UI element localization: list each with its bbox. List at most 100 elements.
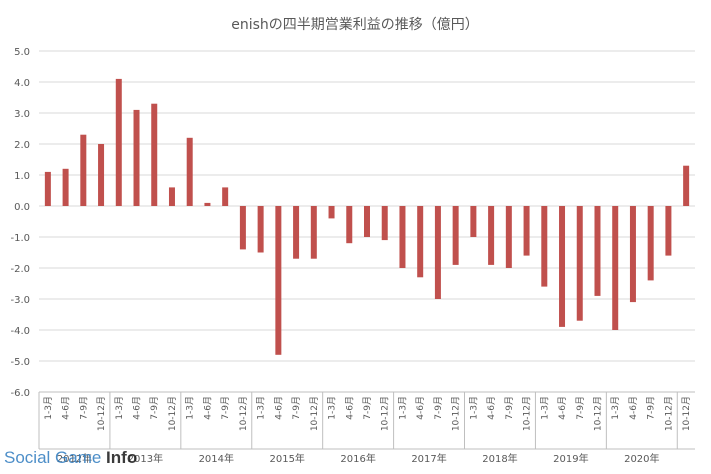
y-tick-label: 2.0 <box>14 140 30 151</box>
quarter-label: 10-12月 <box>309 396 320 431</box>
bar <box>612 206 619 330</box>
y-tick-label: 5.0 <box>14 47 30 58</box>
quarter-label: 10-12月 <box>167 396 178 431</box>
quarter-label: 10-12月 <box>663 396 674 431</box>
bar <box>541 206 548 287</box>
quarter-label: 10-12月 <box>451 396 462 431</box>
quarter-label: 1-3月 <box>397 396 408 420</box>
bar <box>452 206 459 265</box>
quarter-label: 4-6月 <box>557 396 568 420</box>
quarter-label: 4-6月 <box>486 396 497 420</box>
y-axis-tick-labels: -6.0 -5.0 -4.0 -3.0 -2.0 -1.0 0.0 1.0 2.0 3.0 4.0 5… <box>10 47 30 399</box>
bar <box>399 206 406 268</box>
quarter-label: 1-3月 <box>539 396 550 420</box>
quarter-label: 7-9月 <box>646 396 657 420</box>
quarter-label: 7-9月 <box>220 396 231 420</box>
quarter-label: 1-3月 <box>256 396 267 420</box>
bar <box>523 206 530 256</box>
bar <box>62 168 69 206</box>
quarter-label: 4-6月 <box>628 396 639 420</box>
bar <box>328 206 335 219</box>
y-tick-label: 4.0 <box>14 78 30 89</box>
quarter-label: 7-9月 <box>504 396 515 420</box>
bar <box>44 171 51 206</box>
bar <box>647 206 654 281</box>
bar <box>168 187 175 206</box>
bar <box>98 144 105 206</box>
bar <box>683 165 690 206</box>
quarter-label: 7-9月 <box>362 396 373 420</box>
bar <box>222 187 229 206</box>
quarter-label: 4-6月 <box>132 396 143 420</box>
quarter-label: 4-6月 <box>344 396 355 420</box>
quarter-label: 4-6月 <box>61 396 72 420</box>
quarter-label: 4-6月 <box>415 396 426 420</box>
year-label: 2013年 <box>128 452 163 465</box>
quarter-label: 7-9月 <box>575 396 586 420</box>
year-label: 2016年 <box>340 452 375 465</box>
quarter-label: 10-12月 <box>238 396 249 431</box>
quarter-label: 7-9月 <box>433 396 444 420</box>
quarter-label: 10-12月 <box>592 396 603 431</box>
bar <box>505 206 512 268</box>
year-label: 2012年 <box>57 452 92 465</box>
year-label: 2014年 <box>199 452 234 465</box>
bar <box>629 206 636 303</box>
quarter-label: 1-3月 <box>327 396 338 420</box>
bar <box>488 206 495 265</box>
bar <box>239 206 246 250</box>
quarter-label: 1-3月 <box>185 396 196 420</box>
quarter-label: 4-6月 <box>202 396 213 420</box>
y-tick-label: 3.0 <box>14 109 30 120</box>
year-label: 2017年 <box>411 452 446 465</box>
chart-title: enishの四半期営業利益の推移（億円） <box>231 17 479 33</box>
y-tick-label: -2.0 <box>10 264 30 275</box>
quarter-label: 10-12月 <box>380 396 391 431</box>
quarter-label: 10-12月 <box>96 396 107 431</box>
quarter-label: 1-3月 <box>43 396 54 420</box>
y-tick-label: -6.0 <box>10 388 30 399</box>
bar <box>381 206 388 241</box>
quarter-label: 7-9月 <box>291 396 302 420</box>
year-label: 2020年 <box>624 452 659 465</box>
bar <box>310 206 317 259</box>
quarter-label: 1-3月 <box>610 396 621 420</box>
bar <box>151 103 158 206</box>
quarter-label: 7-9月 <box>149 396 160 420</box>
bar <box>293 206 300 259</box>
bar <box>80 134 87 206</box>
quarter-label: 10-12月 <box>522 396 533 431</box>
year-label: 2018年 <box>482 452 517 465</box>
y-tick-label: -1.0 <box>10 233 30 244</box>
bar <box>257 206 264 253</box>
quarter-label: 1-3月 <box>114 396 125 420</box>
watermark-text: Social Game <box>4 448 107 467</box>
bar <box>275 206 282 355</box>
bar <box>665 206 672 256</box>
year-label: 2019年 <box>553 452 588 465</box>
bar <box>417 206 424 278</box>
bar <box>559 206 566 327</box>
bar <box>470 206 477 237</box>
year-label: 2015年 <box>269 452 304 465</box>
bar <box>594 206 601 296</box>
bar <box>204 202 211 206</box>
quarter-label: 1-3月 <box>468 396 479 420</box>
bar <box>346 206 353 244</box>
bar <box>133 109 140 206</box>
bar <box>576 206 583 321</box>
quarter-label: 7-9月 <box>78 396 89 420</box>
y-tick-label: -5.0 <box>10 357 30 368</box>
y-tick-label: 0.0 <box>14 202 30 213</box>
y-tick-label: -3.0 <box>10 295 30 306</box>
watermark-text-bold: Info <box>106 448 138 467</box>
quarter-label: 10-12月 <box>681 396 692 431</box>
quarter-label: 4-6月 <box>273 396 284 420</box>
bar <box>434 206 441 299</box>
bar <box>364 206 370 237</box>
bar <box>186 137 193 206</box>
bar <box>115 78 122 206</box>
social-game-info-watermark: Social Game Info <box>4 448 137 468</box>
x-axis-labels: 1-3月 4-6月 7-9月 10-12月 1-3月 4-6月 7-9月 10-12月 1-3月… <box>38 391 695 465</box>
